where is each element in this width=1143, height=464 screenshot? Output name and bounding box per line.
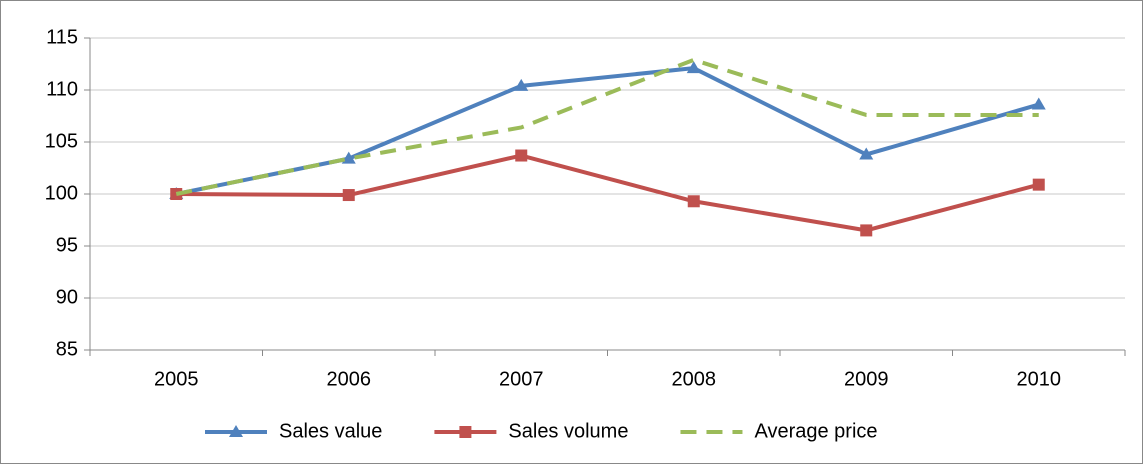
data-point <box>1031 97 1046 110</box>
y-tick-label: 85 <box>56 338 78 360</box>
series-line <box>175 57 1039 196</box>
data-point <box>514 78 529 91</box>
y-tick-label: 105 <box>45 130 78 152</box>
legend-label: Sales value <box>279 420 382 442</box>
legend-marker <box>459 426 472 438</box>
data-point <box>859 147 874 160</box>
data-point <box>342 189 355 202</box>
y-tick-label: 95 <box>56 234 78 256</box>
series-line <box>175 66 1040 196</box>
series-line <box>176 153 1040 233</box>
x-tick-label: 2006 <box>327 368 372 390</box>
data-point <box>515 149 528 162</box>
y-tick-label: 100 <box>45 182 78 204</box>
y-tick-label: 115 <box>46 26 78 48</box>
data-point <box>860 224 873 237</box>
data-point <box>687 195 700 208</box>
y-tick-label: 90 <box>56 286 78 308</box>
legend-label: Average price <box>754 420 877 442</box>
x-tick-label: 2007 <box>499 368 544 390</box>
data-point <box>1032 178 1045 191</box>
legend-label: Sales volume <box>508 420 628 442</box>
x-tick-label: 2010 <box>1017 368 1062 390</box>
x-tick-label: 2005 <box>154 368 199 390</box>
y-tick-label: 110 <box>46 78 78 100</box>
data-point <box>341 151 356 164</box>
data-point <box>686 61 701 74</box>
x-tick-label: 2009 <box>844 368 889 390</box>
legend-marker <box>229 425 243 437</box>
x-tick-label: 2008 <box>672 368 717 390</box>
